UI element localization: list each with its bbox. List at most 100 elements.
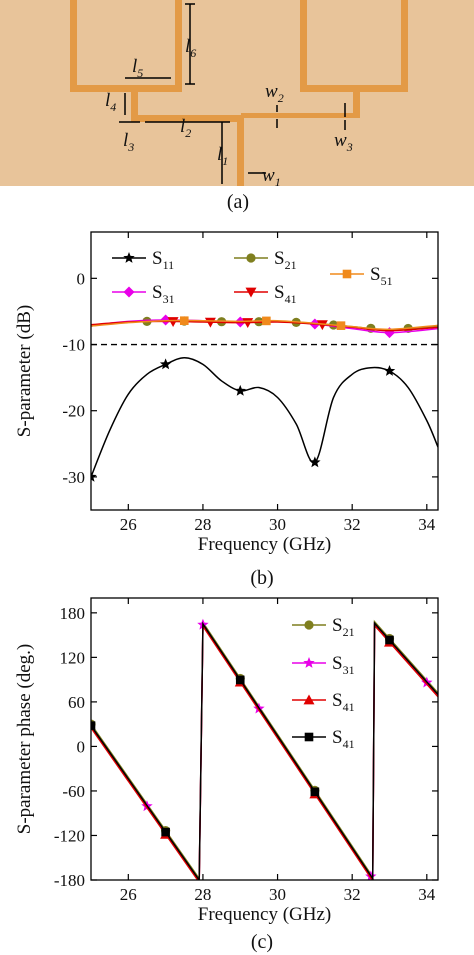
y-tick-label: -30	[62, 468, 85, 487]
plot-area	[91, 618, 438, 880]
data-point-s41-3	[310, 787, 320, 797]
layout-diagram: l5 l6 l4 l3 l2 l1 w1 w2 w3 (a)	[0, 0, 474, 213]
data-point-s11-4	[383, 365, 396, 376]
data-point-s51-2	[336, 321, 346, 330]
legend-marker	[246, 253, 256, 263]
x-tick-label: 32	[344, 515, 361, 534]
dim-label-w3: w3	[334, 130, 353, 154]
x-axis-label: Frequency (GHz)	[198, 534, 331, 555]
dim-label-l3: l3	[123, 130, 134, 154]
s-parameter-magnitude-chart: 26 28 30 32 34 0 -10 -20 -30 Frequency (GHz) S-par…	[14, 231, 439, 555]
data-point-s41-2	[235, 675, 245, 685]
left-u-left-arm	[70, 0, 77, 92]
dimension-arrows	[119, 3, 346, 184]
legend-entry-s21-0: S21	[292, 615, 355, 639]
legend-label: S41	[332, 690, 355, 714]
series-line-s41-3	[91, 621, 438, 880]
center-feed	[237, 115, 244, 186]
legend-label: S31	[332, 653, 355, 677]
s-parameter-phase-chart: 26 28 30 32 34 180 120 60 0 -60 -120 -180 Frequency …	[14, 597, 439, 925]
legend-entry-s31-2: S31	[112, 282, 175, 306]
y-axis-label: S-parameter (dB)	[14, 305, 35, 437]
dim-label-w1: w1	[262, 165, 281, 189]
legend-label: S11	[152, 248, 174, 272]
right-u-right-arm	[401, 0, 408, 92]
dimension-labels: l5 l6 l4 l3 l2 l1 w1 w2 w3	[105, 36, 353, 189]
legend-label: S21	[274, 248, 297, 272]
series-line-s31-1	[91, 622, 438, 880]
y-tick-label: 120	[60, 648, 86, 667]
data-point-s11-2	[234, 384, 246, 396]
dim-label-l4: l4	[105, 90, 116, 114]
legend-entry-s41-3: S41	[234, 282, 297, 306]
left-line-l2	[131, 115, 241, 122]
legend-entry-s41-3: S41	[292, 727, 355, 751]
legend-marker	[304, 732, 314, 742]
left-stub-vertical	[131, 92, 138, 122]
x-tick-label: 30	[269, 515, 286, 534]
legend-marker	[303, 657, 315, 668]
legend-entry-s51-4: S51	[330, 264, 393, 288]
dim-label-l1: l1	[217, 144, 228, 168]
left-u-bottom	[70, 85, 182, 92]
x-tick-label: 26	[120, 885, 137, 904]
y-axis-label: S-parameter phase (deg.)	[14, 644, 35, 834]
dim-label-w2: w2	[265, 81, 284, 105]
plot-frame	[90, 231, 439, 511]
x-tick-label: 30	[269, 885, 286, 904]
legend-marker	[123, 286, 135, 298]
dim-label-l2: l2	[180, 116, 191, 140]
series-line-s51-4	[91, 319, 438, 331]
data-point-s51-1	[262, 316, 271, 326]
data-point-s41-3	[316, 320, 328, 331]
legend-entry-s11-0: S11	[112, 248, 174, 272]
legend-marker	[245, 287, 257, 298]
y-tick-label: 0	[77, 737, 86, 756]
series-line-s41-2	[91, 623, 438, 880]
x-tick-label: 26	[120, 515, 137, 534]
x-tick-label: 32	[344, 885, 361, 904]
data-point-s41-4	[385, 635, 394, 645]
legend-marker	[123, 252, 135, 263]
series-line-s21-0	[91, 619, 438, 880]
dim-label-l5: l5	[132, 56, 143, 80]
data-point-s41-0	[91, 721, 96, 730]
legend-label: S41	[274, 282, 297, 306]
caption-c: (c)	[251, 931, 273, 953]
plot-area	[91, 314, 438, 482]
copper-traces	[70, 0, 408, 186]
y-tick-label: -60	[62, 782, 85, 801]
legend-marker	[303, 694, 315, 705]
data-point-s51-0	[179, 316, 189, 325]
x-axis-label: Frequency (GHz)	[198, 904, 331, 925]
right-u-left-arm	[300, 0, 307, 92]
x-tick-label: 34	[418, 885, 436, 904]
y-tick-label: 0	[77, 269, 86, 288]
caption-b: (b)	[250, 567, 273, 589]
left-u-right-arm	[175, 0, 182, 92]
legend-entry-s21-1: S21	[234, 248, 297, 272]
y-tick-label: -20	[62, 402, 85, 421]
legend-label: S21	[332, 615, 355, 639]
y-tick-label: 60	[68, 693, 85, 712]
x-tick-label: 28	[194, 885, 211, 904]
legend-label: S31	[152, 282, 175, 306]
right-line	[241, 113, 359, 118]
y-tick-label: -180	[54, 871, 85, 890]
series-line-s11-0	[91, 357, 438, 478]
legend-entry-s41-2: S41	[292, 690, 355, 714]
x-tick-label: 28	[194, 515, 211, 534]
dim-label-l6: l6	[185, 36, 196, 60]
caption-a: (a)	[227, 191, 249, 213]
data-point-s11-1	[159, 358, 172, 370]
x-tick-label: 34	[418, 515, 436, 534]
plot-frame	[90, 597, 439, 881]
legend-label: S51	[370, 264, 393, 288]
legend-marker	[342, 269, 352, 279]
legend-marker	[304, 620, 314, 630]
legend-entry-s31-1: S31	[292, 653, 355, 677]
y-tick-label: 180	[60, 604, 86, 623]
y-tick-label: -120	[54, 826, 85, 845]
right-stub-vertical	[353, 92, 360, 118]
